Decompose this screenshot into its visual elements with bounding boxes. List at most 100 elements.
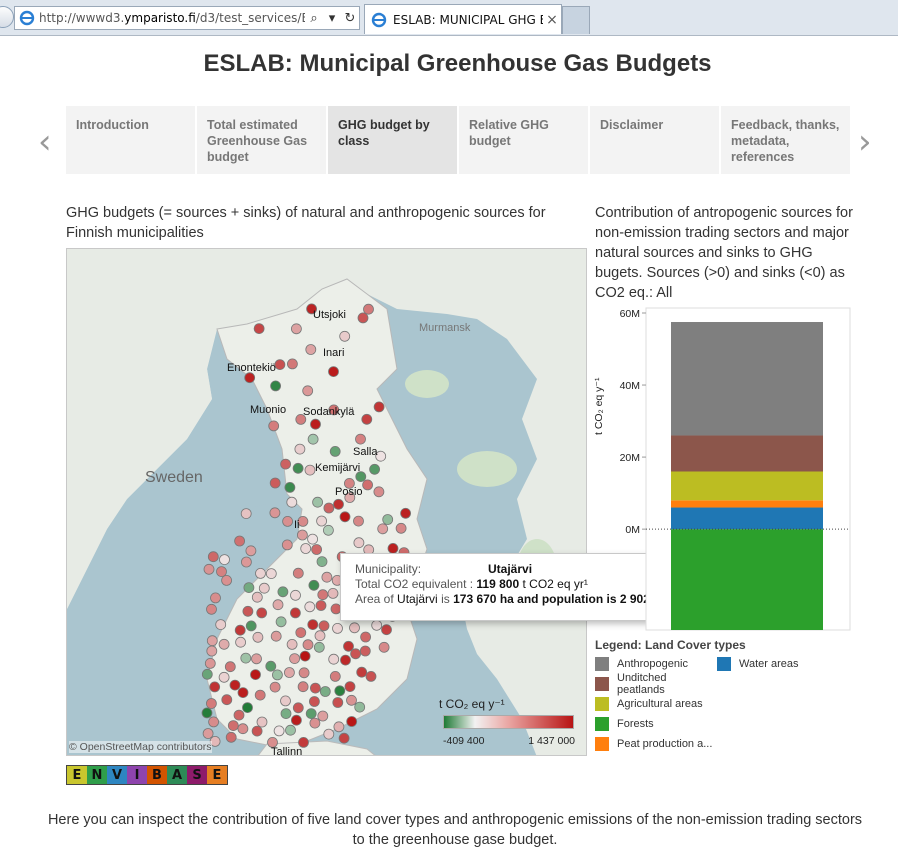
legend-item-unditched-peatlands[interactable]: Unditched peatlands	[595, 672, 717, 696]
municipality-dot[interactable]	[280, 695, 291, 707]
municipality-dot[interactable]	[297, 515, 309, 527]
municipality-dot[interactable]	[244, 372, 256, 384]
municipality-dot[interactable]	[356, 666, 368, 678]
municipality-dot[interactable]	[208, 716, 220, 728]
new-tab-button[interactable]	[562, 6, 590, 34]
municipality-dot[interactable]	[271, 669, 283, 681]
legend-item-water-areas[interactable]: Water areas	[717, 657, 837, 671]
municipality-dot[interactable]	[255, 567, 266, 579]
municipality-dot[interactable]	[283, 667, 295, 678]
municipality-dot[interactable]	[286, 358, 298, 370]
municipality-dot[interactable]	[292, 702, 304, 714]
address-bar[interactable]: http://wwwd3.ymparisto.fi/d3/test_servic…	[14, 6, 360, 30]
municipality-dot[interactable]	[256, 607, 268, 619]
municipality-dot[interactable]	[329, 445, 341, 457]
municipality-dot[interactable]	[201, 707, 213, 719]
municipality-dot[interactable]	[215, 619, 227, 631]
municipality-dot[interactable]	[242, 702, 253, 714]
municipality-dot[interactable]	[321, 571, 333, 583]
municipality-dot[interactable]	[256, 716, 268, 728]
municipality-dot[interactable]	[251, 591, 263, 603]
municipality-dot[interactable]	[245, 620, 257, 632]
municipality-dot[interactable]	[233, 709, 245, 721]
bar-segment-peat-production-a[interactable]	[671, 500, 823, 508]
municipality-dot[interactable]	[314, 630, 326, 642]
municipality-dot[interactable]	[371, 619, 383, 631]
municipality-dot[interactable]	[270, 380, 282, 392]
municipality-dot[interactable]	[295, 413, 307, 425]
tab-total-ghg-budget[interactable]: Total estimated Greenhouse Gas budget	[197, 106, 326, 174]
municipality-dot[interactable]	[343, 477, 355, 489]
municipality-dot[interactable]	[343, 640, 354, 652]
municipality-dot[interactable]	[354, 701, 366, 713]
municipality-dot[interactable]	[206, 645, 218, 657]
bar-segment-water-areas[interactable]	[671, 507, 823, 530]
municipality-dot[interactable]	[338, 732, 350, 744]
municipality-dot[interactable]	[286, 638, 298, 650]
municipality-dot[interactable]	[315, 600, 327, 611]
municipality-dot[interactable]	[297, 681, 309, 693]
municipality-dot[interactable]	[245, 545, 257, 557]
address-url[interactable]: http://wwwd3.ymparisto.fi/d3/test_servic…	[39, 11, 305, 25]
tab-introduction[interactable]: Introduction	[66, 106, 195, 174]
municipality-dot[interactable]	[361, 413, 373, 425]
municipality-dot[interactable]	[344, 681, 356, 693]
municipality-dot[interactable]	[253, 323, 265, 334]
municipality-dot[interactable]	[339, 330, 351, 342]
municipality-dot[interactable]	[290, 714, 302, 726]
municipality-dot[interactable]	[282, 515, 294, 527]
municipality-dot[interactable]	[318, 620, 330, 632]
municipality-dot[interactable]	[275, 616, 287, 628]
municipality-dot[interactable]	[224, 661, 236, 673]
municipality-dot[interactable]	[355, 433, 366, 445]
municipality-dot[interactable]	[242, 605, 254, 617]
municipality-dot[interactable]	[349, 622, 360, 634]
municipality-dot[interactable]	[382, 514, 394, 525]
municipality-dot[interactable]	[274, 359, 286, 370]
municipality-dot[interactable]	[240, 508, 252, 520]
municipality-dot[interactable]	[308, 579, 320, 591]
municipality-dot[interactable]	[350, 648, 362, 660]
municipality-dot[interactable]	[207, 551, 219, 563]
municipality-dot[interactable]	[316, 515, 328, 527]
municipality-dot[interactable]	[339, 511, 351, 523]
municipality-dot[interactable]	[201, 668, 213, 680]
municipality-dot[interactable]	[292, 567, 304, 579]
municipality-dot[interactable]	[206, 603, 217, 615]
municipality-dot[interactable]	[206, 635, 218, 647]
municipality-dot[interactable]	[340, 654, 351, 666]
municipality-dot[interactable]	[309, 717, 321, 729]
municipality-dot[interactable]	[304, 601, 316, 613]
municipality-dot[interactable]	[240, 652, 252, 664]
municipality-dot[interactable]	[316, 556, 328, 568]
municipality-dot[interactable]	[323, 502, 335, 514]
municipality-dot[interactable]	[209, 681, 221, 693]
municipality-dot[interactable]	[307, 433, 319, 445]
municipality-dot[interactable]	[307, 619, 319, 631]
municipality-dot[interactable]	[280, 708, 292, 720]
municipality-dot[interactable]	[269, 477, 281, 489]
municipality-dot[interactable]	[273, 725, 285, 737]
next-arrow-icon[interactable]: ›	[858, 122, 872, 162]
municipality-dot[interactable]	[251, 653, 262, 665]
municipality-dot[interactable]	[251, 725, 263, 737]
municipality-dot[interactable]	[250, 669, 261, 681]
municipality-dot[interactable]	[218, 638, 230, 650]
search-icon[interactable]: ⌕	[310, 10, 318, 25]
municipality-dot[interactable]	[296, 529, 308, 541]
municipality-dot[interactable]	[363, 303, 374, 315]
municipality-dot[interactable]	[313, 641, 325, 653]
municipality-dot[interactable]	[269, 681, 281, 693]
chart-svg[interactable]: 0M 20M 40M 60M	[595, 305, 855, 635]
municipality-dot[interactable]	[346, 716, 358, 727]
municipality-dot[interactable]	[355, 471, 367, 483]
municipality-dot[interactable]	[294, 443, 306, 455]
municipality-dot[interactable]	[254, 689, 266, 701]
municipality-dot[interactable]	[280, 458, 292, 470]
municipality-dot[interactable]	[225, 731, 237, 743]
municipality-dot[interactable]	[300, 543, 312, 554]
municipality-dot[interactable]	[373, 401, 385, 413]
browser-tab[interactable]: ESLAB: MUNICIPAL GHG B... ×	[364, 4, 562, 34]
municipality-dot[interactable]	[344, 492, 356, 503]
